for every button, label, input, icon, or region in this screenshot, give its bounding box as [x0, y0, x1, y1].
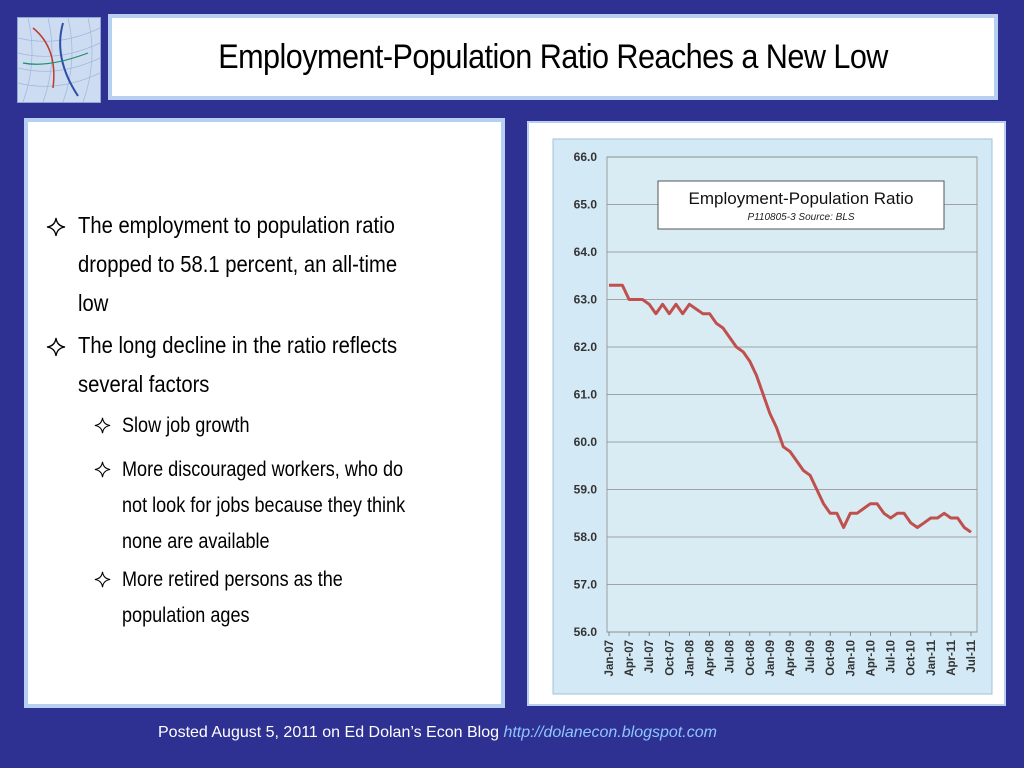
x-tick-label: Oct-08: [745, 639, 757, 675]
bullet-line: none are available: [122, 530, 270, 553]
slide-title: Employment-Population Ratio Reaches a Ne…: [218, 37, 888, 76]
star-bullet-icon: [46, 337, 66, 357]
x-tick-label: Apr-09: [785, 640, 797, 676]
x-tick-label: Jul-11: [966, 639, 978, 672]
y-tick-label: 62.0: [574, 340, 598, 354]
logo-graphic: [18, 18, 100, 102]
star-bullet-icon: [94, 461, 111, 478]
line-chart: 56.0 57.0 58.0 59.0 60.0 61.0 62.0 63.0 64.0 65.0…: [552, 138, 993, 695]
x-tick-label: Jan-07: [604, 640, 616, 676]
y-tick-label: 61.0: [574, 388, 598, 402]
x-tick-label: Jan-10: [845, 640, 857, 676]
x-tick-label: Jan-11: [926, 639, 938, 675]
slide-logo: [17, 17, 101, 103]
bullet-line: Slow job growth: [122, 414, 250, 437]
y-tick-label: 65.0: [574, 198, 598, 212]
y-tick-label: 59.0: [574, 483, 598, 497]
x-tick-label: Apr-10: [865, 640, 877, 676]
x-tick-label: Jul-08: [725, 639, 737, 673]
y-tick-label: 66.0: [574, 150, 598, 164]
x-tick-label: Jan-09: [765, 640, 777, 676]
bullet-line: dropped to 58.1 percent, an all-time: [78, 251, 398, 277]
bullet-line: several factors: [78, 371, 210, 397]
x-tick-label: Apr-08: [705, 639, 717, 676]
footer-text: Posted August 5, 2011 on Ed Dolan’s Econ…: [158, 724, 499, 741]
x-tick-label: Jan-08: [684, 639, 696, 676]
bullet-line: More retired persons as the: [122, 568, 343, 591]
bullet-line: not look for jobs because they think: [122, 494, 406, 517]
bullet-line: The employment to population ratio: [78, 212, 395, 238]
chart-panel: 56.0 57.0 58.0 59.0 60.0 61.0 62.0 63.0 64.0 65.0…: [527, 121, 1006, 706]
series-line: [609, 283, 972, 534]
title-panel: Employment-Population Ratio Reaches a Ne…: [108, 14, 998, 100]
x-tick-label: Oct-10: [906, 640, 918, 676]
y-tick-label: 63.0: [574, 293, 598, 307]
blog-link[interactable]: http://dolanecon.blogspot.com: [503, 724, 717, 741]
chart-title-box: [657, 180, 945, 230]
star-bullet-icon: [46, 217, 66, 237]
footer: Posted August 5, 2011 on Ed Dolan’s Econ…: [158, 724, 717, 742]
y-tick-label: 58.0: [574, 530, 598, 544]
star-bullet-icon: [94, 571, 111, 588]
bullet-line: More discouraged workers, who do: [122, 458, 404, 481]
bullet-line: low: [78, 290, 109, 316]
x-tick-label: Jul-09: [805, 640, 817, 673]
star-bullet-icon: [94, 417, 111, 434]
y-tick-label: 56.0: [574, 625, 598, 639]
x-tick-label: Jul-10: [886, 640, 898, 673]
bullet-line: The long decline in the ratio reflects: [78, 332, 398, 358]
y-tick-label: 64.0: [574, 245, 598, 259]
y-tick-label: 57.0: [574, 578, 598, 592]
chart-title: Employment-Population Ratio: [689, 189, 914, 208]
bullet-line: population ages: [122, 604, 250, 627]
x-tick-label: Oct-07: [664, 640, 676, 676]
y-tick-label: 60.0: [574, 435, 598, 449]
bullet-panel: The employment to population ratio droppe…: [24, 118, 505, 708]
chart-subtitle: P110805-3 Source: BLS: [747, 212, 854, 223]
x-tick-label: Apr-11: [946, 639, 958, 675]
x-tick-label: Apr-07: [624, 640, 636, 676]
x-tick-label: Jul-07: [644, 640, 656, 673]
x-tick-label: Oct-09: [825, 640, 837, 676]
